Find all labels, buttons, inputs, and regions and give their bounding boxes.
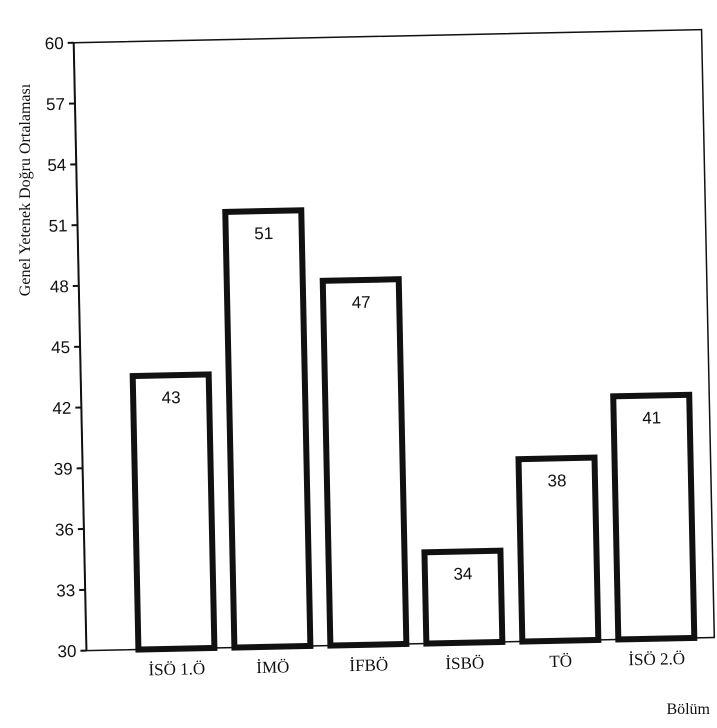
x-category-label: İSBÖ — [445, 653, 484, 673]
bar-value-label: 34 — [453, 564, 472, 583]
bar-value-label: 38 — [547, 471, 566, 490]
y-tick-label: 60 — [45, 34, 64, 53]
y-tick-label: 39 — [54, 459, 73, 478]
bar — [323, 279, 407, 645]
bar-value-label: 43 — [162, 388, 181, 407]
x-axis-title: Bölüm — [666, 701, 710, 718]
y-tick-label: 33 — [56, 581, 75, 600]
bar-value-label: 51 — [254, 224, 273, 243]
x-category-label: İMÖ — [256, 657, 289, 677]
y-tick-label: 45 — [51, 338, 70, 357]
y-tick-label: 57 — [46, 95, 65, 114]
y-tick-label: 42 — [52, 399, 71, 418]
y-tick-label: 30 — [57, 642, 76, 661]
x-category-label: İSÖ 2.Ö — [628, 649, 685, 669]
bar-value-label: 41 — [642, 408, 661, 427]
x-category-label: TÖ — [549, 651, 572, 670]
bar — [133, 374, 215, 649]
x-category-label: İFBÖ — [349, 655, 388, 675]
bar-value-label: 47 — [352, 293, 371, 312]
y-axis-title: Genel Yetenek Doğru Ortalaması — [17, 83, 34, 296]
y-tick-label: 54 — [47, 156, 66, 175]
bar — [225, 210, 310, 647]
bar — [613, 395, 694, 640]
x-axis-labels: İSÖ 1.Ö İMÖ İFBÖ İSBÖ TÖ İSÖ 2.Ö — [148, 649, 685, 679]
x-category-label: İSÖ 1.Ö — [148, 659, 205, 679]
y-tick-label: 51 — [48, 216, 67, 235]
y-tick-label: 48 — [50, 277, 69, 296]
y-tick-label: 36 — [55, 520, 74, 539]
bars: 43 51 47 34 38 41 — [129, 202, 694, 649]
